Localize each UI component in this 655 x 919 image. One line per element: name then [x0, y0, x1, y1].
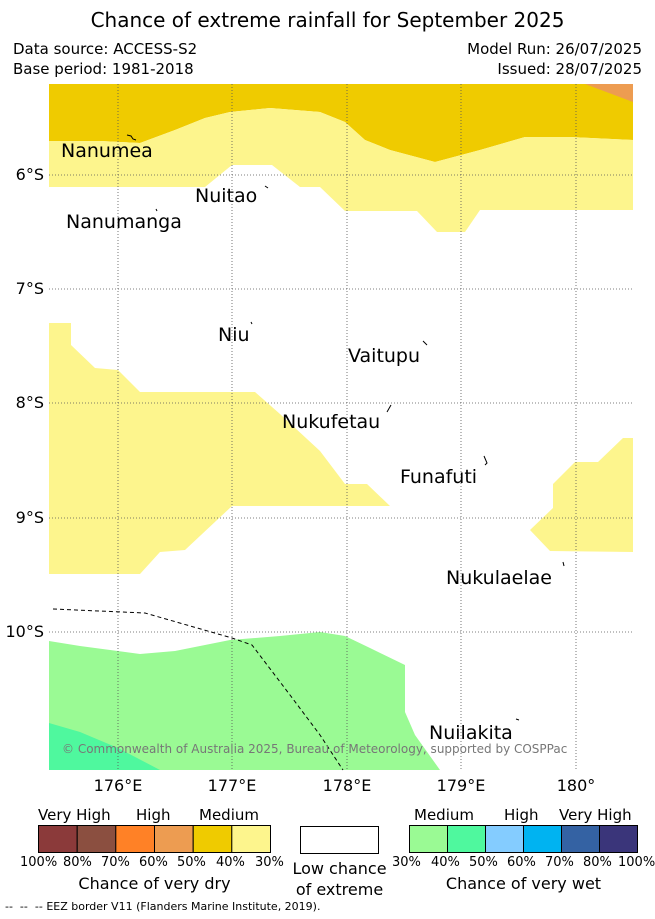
dry-swatch-0 [38, 825, 78, 853]
lat-label-9s: 9°S [15, 508, 44, 527]
wet-swatch-2 [485, 825, 524, 853]
issued-date: Issued: 28/07/2025 [497, 60, 642, 78]
dry-tick-3: 60% [139, 855, 168, 870]
island-label-nanumea: Nanumea [61, 140, 153, 162]
wet-tick-1: 40% [431, 855, 460, 870]
dry-swatch-1 [76, 825, 117, 853]
lon-label-177e: 177°E [207, 776, 257, 795]
wet-tick-4: 70% [545, 855, 574, 870]
island-label-niu: Niu [218, 324, 250, 346]
lon-label-180: 180° [556, 776, 596, 795]
island-label-funafuti: Funafuti [400, 466, 478, 488]
dry-tick-0: 100% [20, 855, 58, 870]
wet-tick-5: 80% [583, 855, 612, 870]
dry-legend-title: Chance of very dry [78, 874, 231, 893]
wet-tick-3: 60% [507, 855, 536, 870]
region-dry-low-central [49, 323, 390, 574]
wet-category-very-high: Very High [559, 806, 632, 824]
island-label-nanumanga: Nanumanga [66, 211, 182, 233]
dry-tick-6: 30% [255, 855, 284, 870]
dry-colorbar [38, 825, 271, 853]
wet-tick-2: 50% [469, 855, 498, 870]
island-marks [126, 134, 565, 721]
wet-tick-0: 30% [392, 855, 421, 870]
lat-label-7s: 7°S [15, 279, 44, 298]
eez-line-symbol: -- -- -- [5, 900, 47, 913]
region-dry-low-north [49, 108, 633, 232]
wet-swatch-5 [599, 825, 638, 853]
island-label-nuitao: Nuitao [195, 185, 258, 207]
eez-border [52, 608, 344, 771]
lon-label-178e: 178°E [322, 776, 372, 795]
eez-note: -- -- -- EEZ border V11 (Flanders Marine… [5, 900, 320, 913]
eez-note-text: EEZ border V11 (Flanders Marine Institut… [46, 900, 321, 913]
wet-colorbar [409, 825, 638, 853]
gridlines [49, 84, 633, 770]
dry-tick-5: 40% [216, 855, 245, 870]
wet-legend-title: Chance of very wet [445, 874, 602, 893]
island-label-nuilakita: Nuilakita [429, 722, 513, 744]
low-chance-line2: of extreme [295, 880, 384, 899]
island-label-vaitupu: Vaitupu [348, 345, 421, 367]
wet-swatch-0 [409, 825, 448, 853]
wet-category-medium: Medium [414, 806, 474, 824]
dry-swatch-5 [231, 825, 271, 853]
dry-category-very-high: Very High [38, 806, 111, 824]
dry-category-medium: Medium [199, 806, 259, 824]
model-run: Model Run: 26/07/2025 [467, 40, 642, 58]
lon-label-179e: 179°E [436, 776, 486, 795]
low-chance-line1: Low chance [292, 859, 387, 878]
dry-swatch-4 [192, 825, 233, 853]
lon-label-176e: 176°E [93, 776, 143, 795]
island-label-nukulaelae: Nukulaelae [446, 567, 552, 589]
lat-label-6s: 6°S [15, 165, 44, 184]
region-wet-medium-south [49, 632, 440, 770]
low-chance-swatch [300, 826, 379, 854]
wet-category-high: High [504, 806, 539, 824]
copyright-notice: © Commonwealth of Australia 2025, Bureau… [62, 742, 568, 756]
wet-swatch-4 [561, 825, 600, 853]
region-dry-high-corner [585, 84, 633, 102]
dry-category-high: High [136, 806, 171, 824]
base-period: Base period: 1981-2018 [13, 60, 194, 78]
lat-label-8s: 8°S [15, 393, 44, 412]
wet-swatch-3 [523, 825, 562, 853]
map-title: Chance of extreme rainfall for September… [90, 8, 565, 32]
island-label-nukufetau: Nukufetau [282, 411, 381, 433]
dry-swatch-2 [115, 825, 156, 853]
data-source: Data source: ACCESS-S2 [13, 40, 198, 58]
dry-tick-1: 80% [63, 855, 92, 870]
dry-tick-4: 50% [177, 855, 206, 870]
lat-label-10s: 10°S [5, 622, 44, 641]
dry-swatch-3 [154, 825, 194, 853]
region-dry-medium-north [49, 84, 633, 162]
dry-tick-2: 70% [101, 855, 130, 870]
region-wet-medium-high-corner [49, 723, 160, 770]
wet-tick-6: 100% [618, 855, 655, 870]
region-dry-low-east [530, 438, 633, 552]
wet-swatch-1 [447, 825, 486, 853]
